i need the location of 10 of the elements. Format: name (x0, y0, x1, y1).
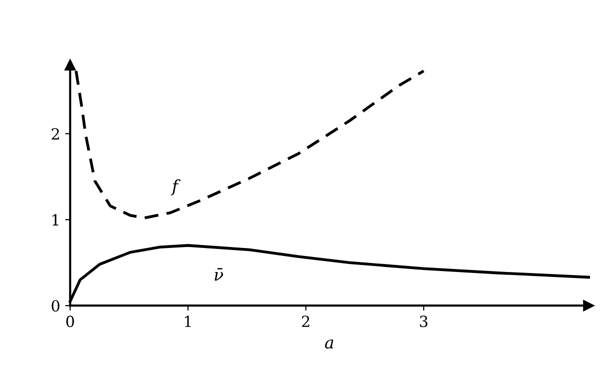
y-tick-label: 2 (52, 128, 59, 140)
y-tick-label: 0 (52, 300, 60, 312)
series-label: ν̄ (214, 268, 224, 281)
x-tick-label: 1 (184, 316, 191, 327)
x-tick-label: 2 (302, 316, 310, 327)
x-tick-label: 0 (66, 316, 74, 328)
y-tick-label: 1 (52, 214, 58, 226)
x-tick-label: 3 (420, 316, 428, 328)
x-axis-title: a (324, 339, 334, 349)
series-label: f (170, 179, 180, 196)
